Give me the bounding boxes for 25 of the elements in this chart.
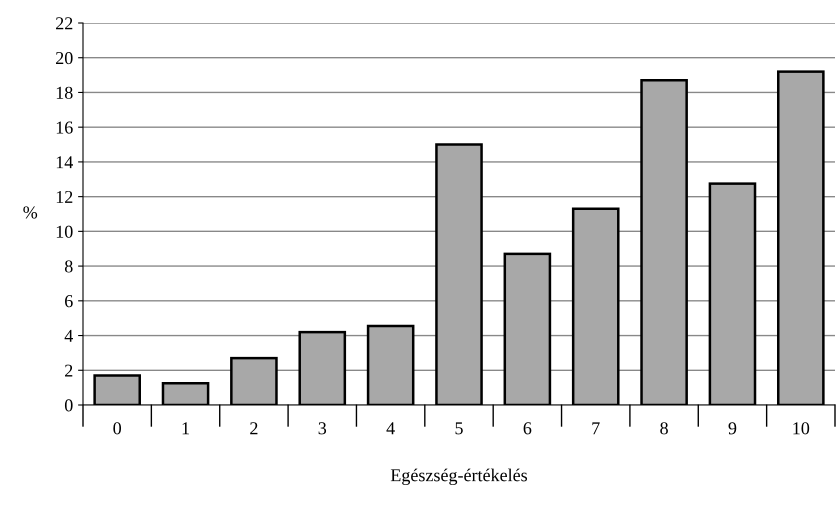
x-tick-label: 4 [386,422,395,434]
y-tick-label: 16 [56,121,73,134]
x-tick-label: 3 [318,422,326,434]
y-tick-label: 8 [64,260,73,273]
x-tick-label: 5 [456,422,463,434]
y-tick-label: 12 [56,190,72,203]
y-tick-label: 0 [64,399,73,412]
y-tick-label: 2 [65,364,72,377]
x-tick-label: 10 [793,422,810,434]
x-tick-label: 1 [182,422,189,434]
y-tick-label: 20 [56,52,73,64]
x-tick-label: 6 [524,422,532,434]
x-axis-title: Egészség-értékelés [390,468,528,486]
x-tick-label: 0 [113,422,122,434]
y-tick-label: 6 [65,295,73,308]
x-tick-label: 9 [728,422,736,434]
y-tick-label: 10 [56,226,73,238]
y-tick-label: 14 [56,156,73,168]
y-axis-title: % [23,206,38,219]
y-tick-label: 18 [56,86,73,99]
x-tick-label: 7 [592,422,600,434]
x-tick-label: 2 [250,422,258,434]
x-tick-label: 8 [660,422,668,434]
y-tick-label: 4 [64,330,73,342]
y-tick-label: 22 [56,17,72,30]
